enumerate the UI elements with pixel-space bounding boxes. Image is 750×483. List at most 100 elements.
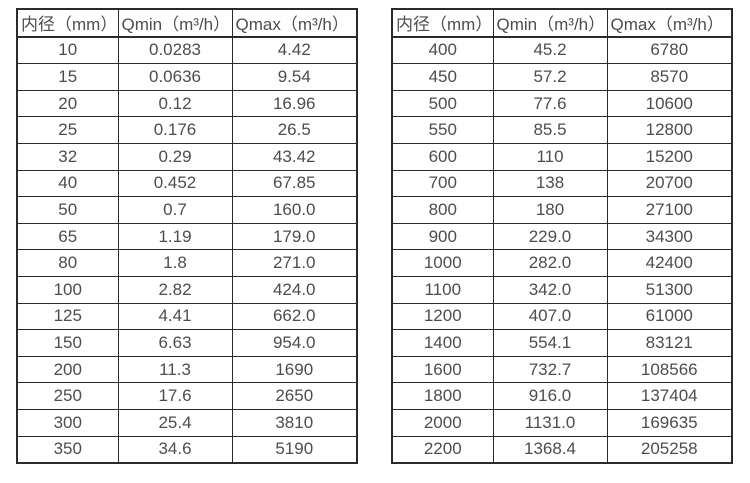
table-cell: 1800	[391, 382, 494, 410]
table-cell: 65	[16, 222, 119, 251]
table-cell: 61000	[606, 302, 733, 331]
table-row: 1400 554.1 83121	[391, 329, 733, 357]
table-row: 1000 282.0 42400	[391, 249, 733, 277]
table-row: 200 11.3 1690	[16, 355, 358, 384]
table-cell: 916.0	[492, 382, 608, 410]
table-row: 1800 916.0 137404	[391, 382, 733, 410]
table-cell: 1.19	[117, 222, 233, 251]
column-header: Qmax（m³/h）	[231, 8, 358, 38]
table-cell: 169635	[606, 408, 733, 437]
flow-table-small-diameters: 内径（mm） Qmin（m³/h） Qmax（m³/h） 10 0.0283 4.42 15…	[16, 8, 358, 465]
table-cell: 450	[391, 63, 494, 91]
table-cell: 40	[16, 169, 119, 198]
table-cell: 1400	[391, 329, 494, 357]
header-row: 内径（mm） Qmin（m³/h） Qmax（m³/h）	[16, 8, 358, 38]
table-cell: 80	[16, 249, 119, 277]
table-row: 150 6.63 954.0	[16, 329, 358, 357]
table-row: 900 229.0 34300	[391, 222, 733, 251]
table-cell: 700	[391, 169, 494, 198]
flow-rate-spec-tables: 内径（mm） Qmin（m³/h） Qmax（m³/h） 10 0.0283 4.42 15…	[16, 8, 733, 465]
table-cell: 25	[16, 116, 119, 144]
table-cell: 20	[16, 89, 119, 118]
table-cell: 1200	[391, 302, 494, 331]
table-cell: 800	[391, 196, 494, 224]
table-cell: 10600	[606, 89, 733, 118]
table-cell: 550	[391, 116, 494, 144]
table-row: 125 4.41 662.0	[16, 302, 358, 331]
table-row: 500 77.6 10600	[391, 89, 733, 118]
table-cell: 85.5	[492, 116, 608, 144]
table-row: 20 0.12 16.96	[16, 89, 358, 118]
table-cell: 6780	[606, 36, 733, 65]
table-row: 15 0.0636 9.54	[16, 63, 358, 91]
table-cell: 407.0	[492, 302, 608, 331]
table-row: 700 138 20700	[391, 169, 733, 198]
table-cell: 34300	[606, 222, 733, 251]
table-cell: 554.1	[492, 329, 608, 357]
table-row: 800 180 27100	[391, 196, 733, 224]
column-header: Qmax（m³/h）	[606, 8, 733, 38]
table-cell: 110	[492, 142, 608, 171]
table-cell: 9.54	[231, 63, 358, 91]
table-row: 100 2.82 424.0	[16, 275, 358, 304]
table-cell: 138	[492, 169, 608, 198]
table-cell: 179.0	[231, 222, 358, 251]
table-cell: 50	[16, 196, 119, 224]
table-cell: 0.176	[117, 116, 233, 144]
table-cell: 150	[16, 329, 119, 357]
table-cell: 300	[16, 408, 119, 437]
table-cell: 108566	[606, 355, 733, 384]
table-cell: 8570	[606, 63, 733, 91]
table-row: 250 17.6 2650	[16, 382, 358, 410]
table-cell: 662.0	[231, 302, 358, 331]
table-cell: 17.6	[117, 382, 233, 410]
table-cell: 350	[16, 435, 119, 464]
table-cell: 15200	[606, 142, 733, 171]
table-cell: 900	[391, 222, 494, 251]
table-cell: 51300	[606, 275, 733, 304]
table-cell: 205258	[606, 435, 733, 464]
column-header: Qmin（m³/h）	[117, 8, 233, 38]
table-cell: 2200	[391, 435, 494, 464]
table-row: 300 25.4 3810	[16, 408, 358, 437]
table-row: 600 110 15200	[391, 142, 733, 171]
table-cell: 0.452	[117, 169, 233, 198]
table-cell: 77.6	[492, 89, 608, 118]
table-cell: 0.7	[117, 196, 233, 224]
table-cell: 200	[16, 355, 119, 384]
table-cell: 100	[16, 275, 119, 304]
table-cell: 20700	[606, 169, 733, 198]
table-cell: 0.0636	[117, 63, 233, 91]
table-cell: 125	[16, 302, 119, 331]
table-cell: 45.2	[492, 36, 608, 65]
table-cell: 43.42	[231, 142, 358, 171]
table-cell: 11.3	[117, 355, 233, 384]
table-row: 450 57.2 8570	[391, 63, 733, 91]
table-cell: 34.6	[117, 435, 233, 464]
table-row: 1100 342.0 51300	[391, 275, 733, 304]
table-cell: 732.7	[492, 355, 608, 384]
table-cell: 271.0	[231, 249, 358, 277]
table-row: 2000 1131.0 169635	[391, 408, 733, 437]
table-cell: 67.85	[231, 169, 358, 198]
table-row: 50 0.7 160.0	[16, 196, 358, 224]
table-cell: 57.2	[492, 63, 608, 91]
table-row: 550 85.5 12800	[391, 116, 733, 144]
table-row: 65 1.19 179.0	[16, 222, 358, 251]
table-cell: 25.4	[117, 408, 233, 437]
table-cell: 282.0	[492, 249, 608, 277]
table-row: 32 0.29 43.42	[16, 142, 358, 171]
table-row: 350 34.6 5190	[16, 435, 358, 464]
table-cell: 3810	[231, 408, 358, 437]
column-header: 内径（mm）	[391, 8, 494, 38]
table-cell: 42400	[606, 249, 733, 277]
header-row: 内径（mm） Qmin（m³/h） Qmax（m³/h）	[391, 8, 733, 38]
column-header: Qmin（m³/h）	[492, 8, 608, 38]
table-cell: 160.0	[231, 196, 358, 224]
table-cell: 954.0	[231, 329, 358, 357]
table-cell: 1690	[231, 355, 358, 384]
table-cell: 1368.4	[492, 435, 608, 464]
table-cell: 15	[16, 63, 119, 91]
table-row: 1200 407.0 61000	[391, 302, 733, 331]
table-cell: 5190	[231, 435, 358, 464]
